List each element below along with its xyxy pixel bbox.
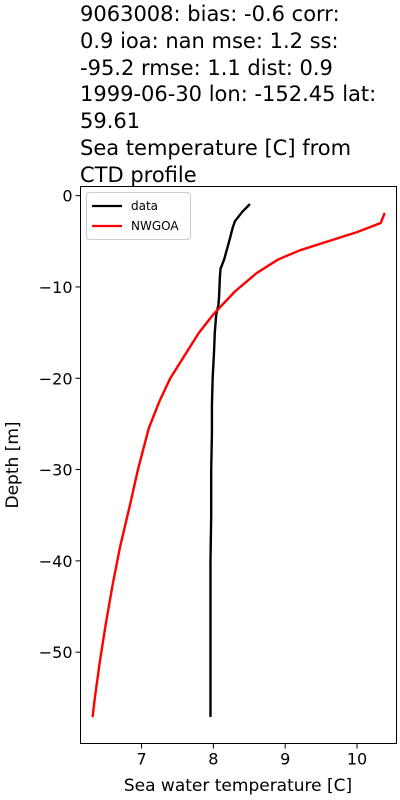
chart-title: 9063008: bias: -0.6 corr: 0.9 ioa: nan m… <box>80 1 398 189</box>
legend: data NWGOA <box>86 192 191 240</box>
title-line: 0.9 ioa: nan mse: 1.2 ss: <box>80 28 339 53</box>
x-tick-label: 10 <box>347 750 367 769</box>
y-tick-label: −30 <box>39 461 73 480</box>
x-tick-label: 8 <box>208 750 218 769</box>
x-tick-label: 7 <box>136 750 146 769</box>
axis-ticks: 7 8 9 10 0 −10 −20 −30 −40 −50 <box>39 187 367 769</box>
title-line: Sea temperature [C] from <box>80 135 352 160</box>
series-line-nwgoa <box>91 212 386 718</box>
y-tick-label: −40 <box>39 552 73 571</box>
y-tick-label: 0 <box>62 187 72 206</box>
y-tick-label: −50 <box>39 643 73 662</box>
series-line-data <box>209 203 251 718</box>
title-line: 59.61 <box>80 109 141 134</box>
y-tick-label: −20 <box>39 369 73 388</box>
legend-label-nwgoa: NWGOA <box>131 219 179 233</box>
title-line: CTD profile <box>80 162 197 187</box>
title-line: 9063008: bias: -0.6 corr: <box>80 2 340 26</box>
legend-box <box>86 192 191 240</box>
y-tick-label: −10 <box>39 278 73 297</box>
legend-label-data: data <box>131 199 158 213</box>
axes-frame <box>80 186 397 744</box>
x-axis-label: Sea water temperature [C] <box>124 776 352 796</box>
plot-lines <box>91 203 386 718</box>
title-line: -95.2 rmse: 1.1 dist: 0.9 <box>80 55 333 80</box>
title-line: 1999-06-30 lon: -152.45 lat: <box>80 82 377 107</box>
y-axis-label: Depth [m] <box>3 421 23 508</box>
x-tick-label: 9 <box>280 750 290 769</box>
